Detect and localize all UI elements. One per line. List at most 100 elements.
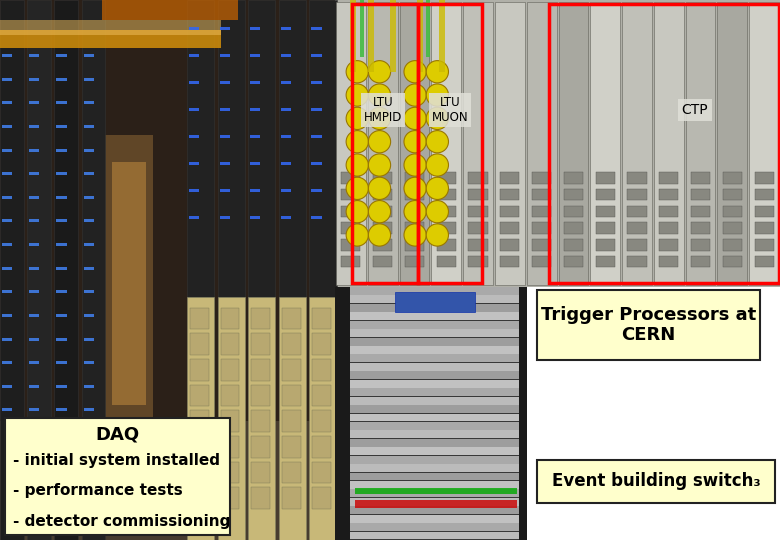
Bar (2, 408, 12, 411)
Bar (335, 287, 350, 540)
Bar (313, 359, 331, 381)
Bar (405, 256, 424, 267)
Bar (437, 256, 456, 267)
Bar (56, 125, 66, 128)
Bar (750, 2, 779, 285)
Bar (418, 4, 482, 283)
Bar (627, 172, 647, 184)
Bar (405, 172, 424, 184)
Bar (2, 267, 12, 269)
Bar (251, 384, 270, 406)
Bar (342, 172, 360, 184)
Bar (350, 523, 522, 531)
Bar (310, 297, 337, 540)
Bar (313, 308, 331, 329)
Bar (313, 333, 331, 355)
Bar (596, 189, 615, 200)
Bar (220, 54, 230, 57)
Circle shape (346, 84, 368, 106)
Bar (221, 333, 239, 355)
Bar (281, 27, 291, 30)
Bar (220, 216, 230, 219)
Circle shape (346, 154, 368, 176)
Bar (2, 219, 12, 222)
Bar (102, 135, 153, 432)
Bar (5, 418, 230, 535)
Bar (754, 256, 774, 267)
Bar (537, 460, 775, 503)
Bar (355, 488, 517, 494)
Bar (350, 507, 522, 514)
Bar (723, 256, 742, 267)
Circle shape (404, 84, 426, 106)
Bar (278, 0, 306, 297)
Bar (2, 243, 12, 246)
Bar (187, 297, 214, 540)
Circle shape (426, 200, 448, 223)
Bar (350, 439, 522, 447)
Bar (29, 314, 40, 317)
Bar (335, 287, 527, 540)
Bar (311, 162, 321, 165)
Bar (56, 408, 66, 411)
Circle shape (404, 131, 426, 153)
Bar (220, 27, 230, 30)
Bar (190, 436, 209, 457)
Bar (282, 333, 300, 355)
Circle shape (404, 60, 426, 83)
Text: Trigger Processors at
CERN: Trigger Processors at CERN (541, 306, 756, 345)
Bar (564, 172, 583, 184)
Bar (437, 239, 456, 251)
Bar (659, 189, 679, 200)
Bar (0, 0, 24, 540)
Bar (56, 172, 66, 175)
Bar (2, 314, 12, 317)
Bar (190, 384, 209, 406)
Bar (220, 162, 230, 165)
Bar (190, 359, 209, 381)
Bar (313, 384, 331, 406)
Circle shape (426, 224, 448, 246)
Bar (469, 256, 488, 267)
Bar (564, 239, 583, 251)
Bar (29, 384, 40, 388)
Circle shape (368, 107, 391, 130)
Bar (596, 239, 615, 251)
Bar (373, 222, 392, 234)
Bar (190, 410, 209, 432)
Bar (250, 189, 261, 192)
Circle shape (368, 84, 391, 106)
Bar (2, 384, 12, 388)
Bar (250, 135, 261, 138)
Bar (56, 78, 66, 80)
Bar (56, 195, 66, 199)
Bar (29, 148, 40, 152)
Bar (313, 410, 331, 432)
Bar (2, 172, 12, 175)
Bar (350, 354, 522, 362)
Bar (251, 410, 270, 432)
Bar (350, 312, 522, 320)
Bar (350, 397, 522, 404)
Circle shape (426, 107, 448, 130)
Bar (251, 462, 270, 483)
Bar (350, 489, 522, 497)
Circle shape (426, 60, 448, 83)
Bar (250, 108, 261, 111)
Bar (83, 291, 94, 293)
Bar (723, 172, 742, 184)
Text: - detector commissioning: - detector commissioning (13, 514, 230, 529)
Bar (439, 0, 445, 72)
Bar (56, 243, 66, 246)
Bar (342, 222, 360, 234)
Bar (537, 290, 760, 360)
Bar (221, 462, 239, 483)
Bar (313, 487, 331, 509)
Bar (189, 189, 199, 192)
Bar (622, 2, 652, 285)
Bar (390, 0, 396, 72)
Bar (83, 54, 94, 57)
Bar (373, 172, 392, 184)
Bar (350, 515, 522, 523)
Bar (350, 346, 522, 354)
